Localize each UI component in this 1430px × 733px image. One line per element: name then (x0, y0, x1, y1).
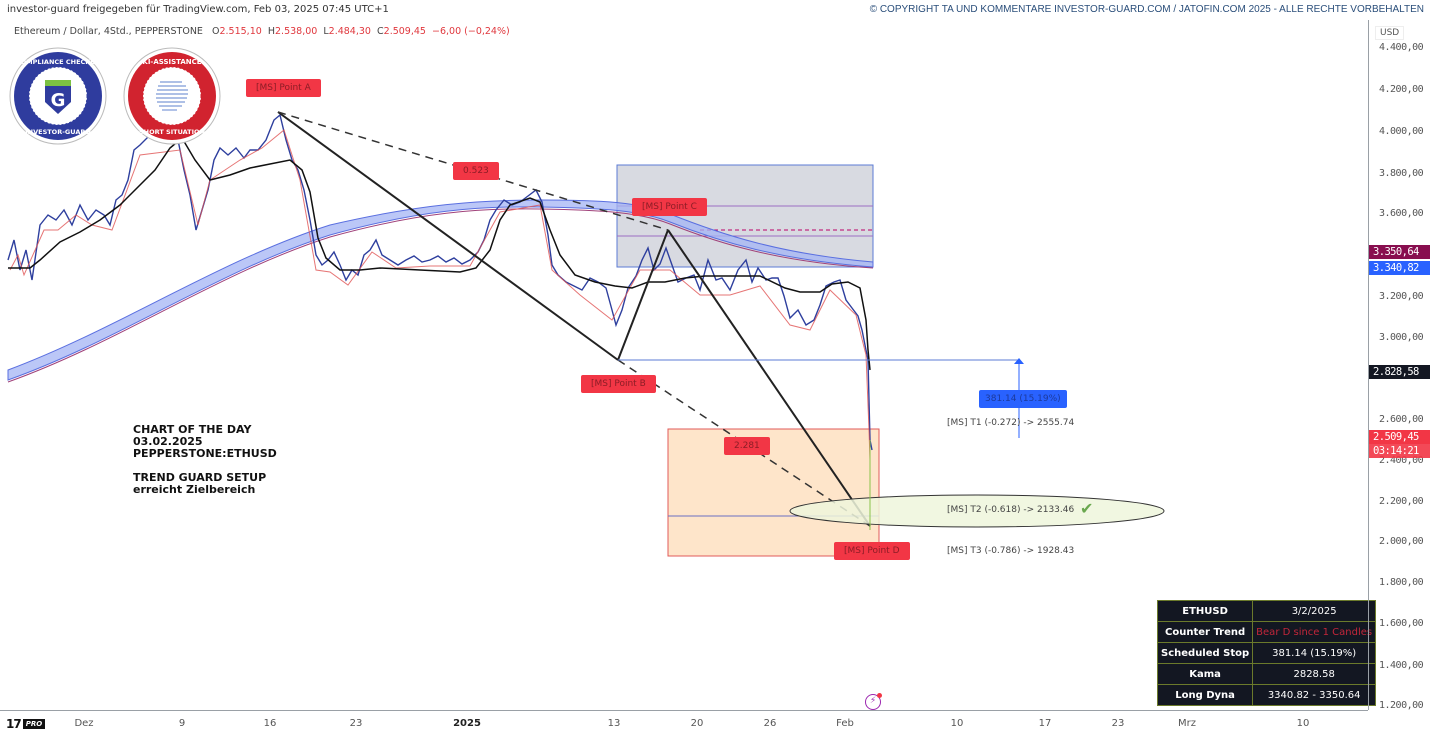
ohlc-open: 2.515,10 (219, 26, 262, 37)
target-t1: [MS] T1 (-0.272) -> 2555.74 (947, 418, 1075, 428)
chart-canvas[interactable] (0, 20, 1368, 710)
long-dyna-lower-tag: 3.340,82 (1369, 261, 1430, 275)
table-row: Long Dyna 3340.82 - 3350.64 (1156, 684, 1377, 706)
zone-d-box (667, 428, 880, 557)
checkmark-icon: ✔ (1080, 499, 1094, 518)
kama-line (8, 136, 871, 371)
leg-ab (277, 111, 619, 361)
ki-assistance-badge: KI-ASSISTANCE SHORT SITUATION (123, 47, 221, 145)
info-table: ETHUSD 3/2/2025 Counter Trend Bear D since… (1156, 600, 1377, 706)
leg-bc (617, 229, 669, 361)
top-bar: investor-guard freigegeben für TradingVi… (0, 0, 1430, 20)
last-price-tag: 2.509,45 (1369, 430, 1430, 444)
ratio-bd-label[interactable]: 2.281 (724, 437, 770, 455)
symbol-name: Ethereum / Dollar, 4Std., PEPPERSTONE (14, 26, 203, 37)
ohlc-close: 2.509,45 (383, 26, 426, 37)
long-dyna-band (7, 199, 874, 381)
table-row: Kama 2828.58 (1156, 663, 1377, 685)
tradingview-logo[interactable]: 17 PRO (6, 717, 46, 731)
currency-label[interactable]: USD (1375, 26, 1405, 40)
table-row: Scheduled Stop 381.14 (15.19%) (1156, 642, 1377, 664)
price-axis[interactable]: USD 4.400,00 4.200,00 4.000,00 3.800,00 … (1368, 20, 1430, 711)
point-c-label[interactable]: [MS] Point C (632, 198, 707, 216)
point-a-label[interactable]: [MS] Point A (246, 79, 321, 97)
target-t2: [MS] T2 (-0.618) -> 2133.46 (947, 505, 1075, 515)
ohlc-high: 2.538,00 (275, 26, 318, 37)
symbol-legend[interactable]: Ethereum / Dollar, 4Std., PEPPERSTONE O2… (14, 26, 510, 37)
candle-countdown: 03:14:21 (1369, 444, 1430, 458)
leg-cd (667, 229, 871, 527)
copyright-notice: © COPYRIGHT TA UND KOMMENTARE INVESTOR-G… (869, 4, 1424, 15)
svg-text:INVESTOR-GUARD: INVESTOR-GUARD (25, 128, 91, 136)
svg-text:COMPLIANCE CHECKED: COMPLIANCE CHECKED (16, 58, 101, 66)
published-info: investor-guard freigegeben für TradingVi… (7, 4, 389, 15)
stop-distance-label[interactable]: 381.14 (15.19%) (979, 390, 1067, 408)
ohlc-low: 2.484,30 (328, 26, 371, 37)
target-t3: [MS] T3 (-0.786) -> 1928.43 (947, 546, 1075, 556)
kama-tag: 2.828,58 (1369, 365, 1430, 379)
ohlc-change: −6,00 (−0,24%) (432, 26, 510, 37)
ratio-ac-label[interactable]: 0.523 (453, 162, 499, 180)
lightning-icon[interactable]: ⚡ (865, 693, 882, 710)
point-d-label[interactable]: [MS] Point D (834, 542, 910, 560)
time-axis[interactable]: 17 PRO Dez 9 16 23 2025 13 20 26 Feb 10 … (0, 710, 1368, 733)
long-dyna-upper-tag: 3.350,64 (1369, 245, 1430, 259)
table-row: Counter Trend Bear D since 1 Candles (1156, 621, 1377, 643)
compliance-checked-badge: G COMPLIANCE CHECKED INVESTOR-GUARD (9, 47, 107, 145)
svg-text:SHORT SITUATION: SHORT SITUATION (139, 128, 205, 136)
table-row: ETHUSD 3/2/2025 (1156, 600, 1377, 622)
chart-of-the-day-note: CHART OF THE DAY 03.02.2025 PEPPERSTONE:… (133, 423, 277, 496)
t2-ellipse (789, 494, 1165, 528)
svg-text:G: G (51, 90, 66, 111)
point-b-label[interactable]: [MS] Point B (581, 375, 656, 393)
svg-text:KI-ASSISTANCE: KI-ASSISTANCE (142, 58, 201, 66)
